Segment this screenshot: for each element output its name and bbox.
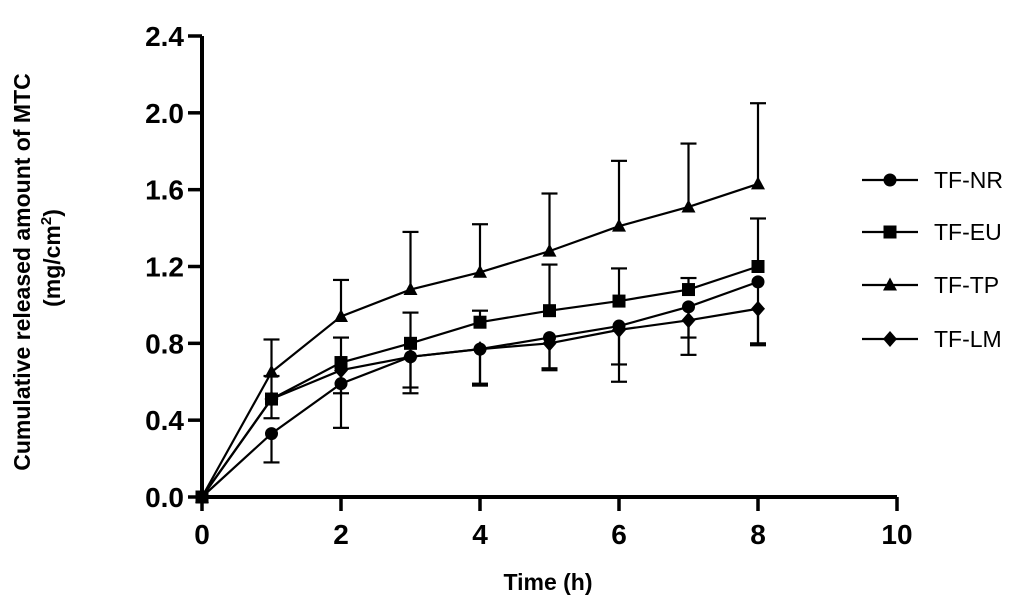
x-tick-label: 10	[881, 519, 912, 550]
x-tick-label: 0	[194, 519, 210, 550]
data-point-tf-nr	[751, 275, 765, 289]
x-tick-label: 6	[611, 519, 627, 550]
legend: TF-NR TF-EU TF-TP TF-LM	[862, 167, 1003, 352]
series-tf-lm	[195, 300, 766, 505]
data-point-tf-lm	[403, 348, 418, 365]
series-tf-tp	[195, 102, 766, 503]
data-point-tf-nr	[265, 427, 278, 441]
y-tick-label: 2.0	[145, 98, 184, 129]
series-line-tf-lm	[201, 307, 759, 498]
data-point-tf-tp	[264, 364, 279, 378]
data-point-tf-lm	[473, 341, 487, 358]
y-tick-label: 0.0	[145, 482, 184, 513]
data-point-tf-eu	[612, 294, 626, 308]
legend-item-tf-nr: TF-NR	[862, 167, 1003, 193]
data-point-tf-eu	[404, 336, 417, 350]
y-axis-unit-prefix: (mg/cm	[39, 225, 65, 307]
series-layer	[195, 102, 766, 505]
data-point-tf-tp	[334, 308, 348, 322]
y-axis-unit-sup: 2	[38, 217, 55, 225]
y-tick-label: 2.4	[145, 21, 184, 52]
y-tick-label: 1.6	[145, 175, 184, 206]
x-tick-label: 2	[333, 519, 349, 550]
data-point-tf-tp	[612, 218, 626, 232]
data-point-tf-lm	[264, 391, 279, 408]
data-point-tf-eu	[473, 315, 487, 329]
legend-marker-tf-nr	[883, 173, 897, 187]
legend-label-tf-lm: TF-LM	[934, 326, 1002, 352]
data-point-tf-tp	[403, 282, 418, 296]
data-point-tf-tp	[473, 264, 487, 278]
legend-label-tf-nr: TF-NR	[934, 167, 1003, 193]
legend-label-tf-tp: TF-TP	[934, 272, 999, 298]
axes-layer: 0.0 0.4 0.8 1.2 1.6 2.0 2.4 0 2 4 6 8 10	[145, 21, 913, 550]
y-tick-label: 1.2	[145, 252, 184, 283]
data-point-tf-lm	[612, 321, 626, 338]
data-point-tf-lm	[681, 312, 696, 329]
data-point-tf-lm	[542, 335, 557, 352]
legend-label-tf-eu: TF-EU	[934, 219, 1002, 245]
y-tick-label: 0.8	[145, 328, 184, 359]
x-axis-title: Time (h)	[503, 569, 592, 595]
legend-marker-tf-tp	[883, 277, 897, 291]
y-axis-unit-suffix: )	[39, 209, 65, 217]
x-tick-label: 4	[472, 519, 488, 550]
legend-item-tf-tp: TF-TP	[862, 272, 999, 298]
data-point-tf-tp	[542, 243, 557, 257]
y-axis-title-line1: Cumulative released amount of MTC	[9, 73, 35, 470]
data-point-tf-tp	[681, 199, 696, 213]
data-point-tf-nr	[682, 300, 695, 314]
data-point-tf-eu	[751, 260, 765, 273]
legend-item-tf-eu: TF-EU	[862, 219, 1002, 245]
data-point-tf-lm	[334, 362, 348, 379]
legend-item-tf-lm: TF-LM	[862, 326, 1002, 352]
y-tick-label: 0.4	[145, 405, 184, 436]
y-axis-title-line2: (mg/cm2)	[38, 209, 65, 307]
data-point-tf-eu	[543, 304, 556, 318]
data-point-tf-eu	[682, 283, 695, 297]
x-tick-label: 8	[750, 519, 766, 550]
data-point-tf-lm	[751, 300, 765, 317]
data-point-tf-tp	[751, 176, 765, 190]
legend-marker-tf-eu	[883, 225, 897, 239]
legend-marker-tf-lm	[883, 331, 897, 347]
